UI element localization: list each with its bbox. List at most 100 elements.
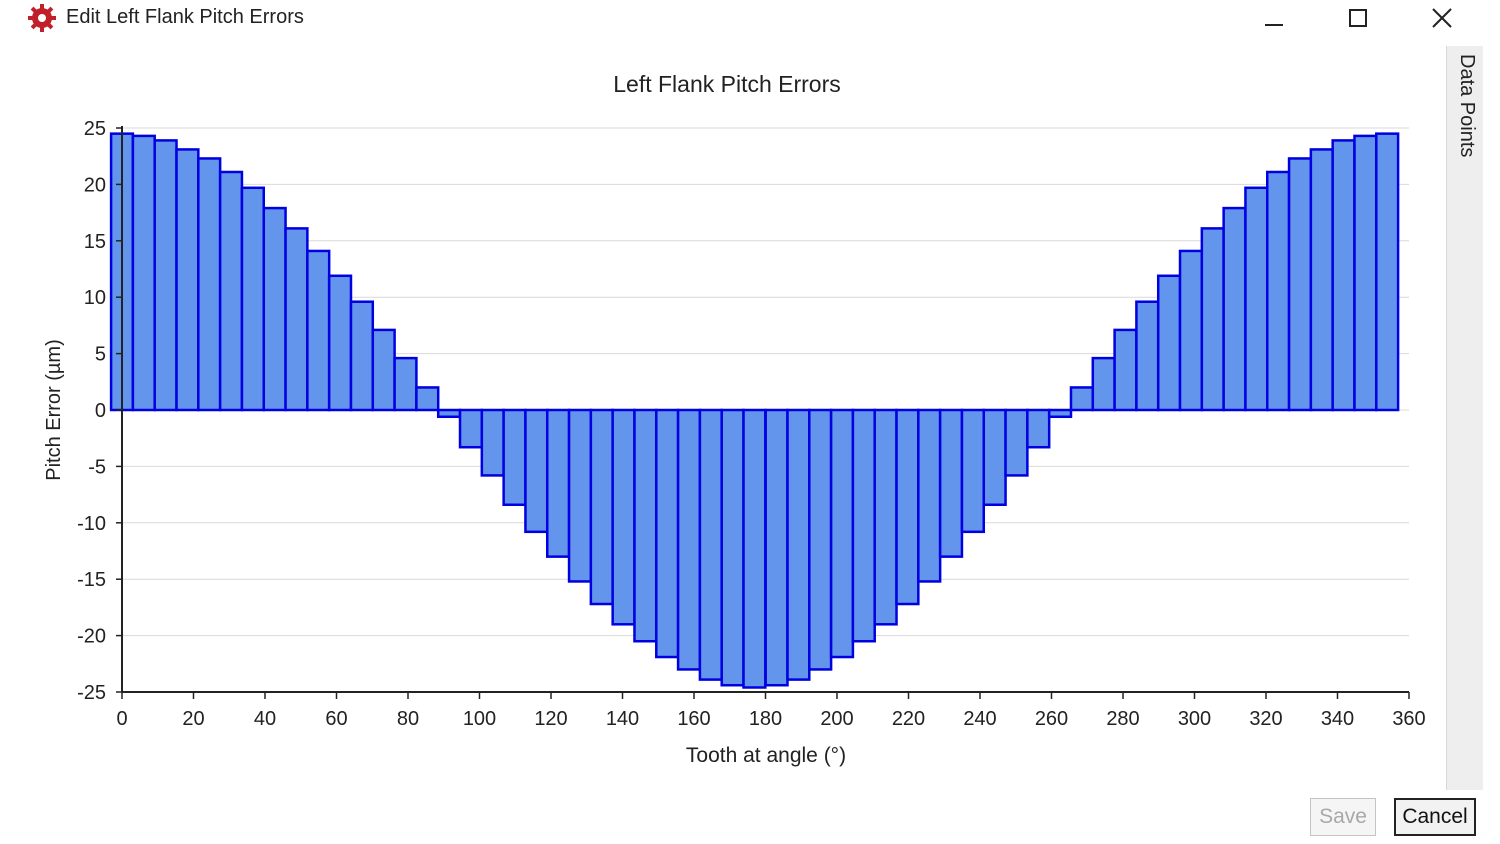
- bar: [415, 386, 440, 412]
- bar: [371, 328, 396, 412]
- axes: 25 20 15 10 5 0 -5 -10 -15 -20 -25 0 20 40 60 80 100 120 1…: [77, 118, 1426, 730]
- bar: [938, 408, 964, 558]
- x-tick-label: 260: [1035, 708, 1068, 730]
- bar: [1266, 170, 1291, 412]
- bar: [698, 408, 723, 681]
- save-button[interactable]: Save: [1310, 798, 1376, 836]
- bar: [633, 408, 658, 643]
- y-tick-label: -25: [77, 682, 106, 704]
- y-tick-label: 0: [95, 400, 106, 422]
- title-bar: Edit Left Flank Pitch Errors: [0, 0, 1500, 38]
- y-tick-label: -10: [77, 513, 106, 535]
- x-tick-label: 40: [254, 708, 276, 730]
- window-title: Edit Left Flank Pitch Errors: [66, 6, 304, 28]
- bar: [1178, 249, 1204, 412]
- x-tick-label: 300: [1178, 708, 1211, 730]
- x-tick-label: 220: [892, 708, 925, 730]
- chart-title: Left Flank Pitch Errors: [613, 71, 841, 97]
- y-tick-label: 15: [84, 231, 106, 253]
- bar: [1222, 206, 1247, 412]
- bar: [764, 408, 789, 687]
- bar: [1375, 132, 1400, 412]
- bar: [524, 408, 549, 534]
- bar: [808, 408, 833, 671]
- bar: [1004, 408, 1029, 477]
- bar: [1287, 157, 1313, 412]
- bar: [1331, 139, 1356, 412]
- bar: [218, 170, 244, 412]
- close-button[interactable]: [1414, 0, 1470, 36]
- bar: [153, 139, 178, 412]
- bar: [742, 408, 767, 689]
- bar: [611, 408, 636, 626]
- bar: [197, 157, 222, 412]
- bar: [262, 206, 287, 412]
- x-tick-label: 200: [820, 708, 853, 730]
- bar: [458, 408, 484, 449]
- cancel-button[interactable]: Cancel: [1394, 798, 1476, 836]
- maximize-button[interactable]: [1330, 0, 1386, 36]
- x-tick-label: 100: [463, 708, 496, 730]
- bar: [982, 408, 1007, 507]
- pitch-error-chart: Left Flank Pitch Errors 25 20 15 10 5 0 -5 -10 -…: [43, 71, 1426, 767]
- maximize-icon: [1349, 9, 1367, 27]
- x-tick-label: 360: [1392, 708, 1425, 730]
- bar: [393, 356, 418, 412]
- bar: [655, 408, 680, 659]
- bar: [917, 408, 942, 583]
- bar: [284, 227, 309, 412]
- y-tick-label: -15: [77, 569, 106, 591]
- x-tick-label: 20: [182, 708, 204, 730]
- bar: [851, 408, 876, 643]
- y-tick-label: -5: [88, 456, 106, 478]
- data-points-tab-label: Data Points: [1456, 54, 1478, 158]
- bar: [1069, 386, 1095, 412]
- bar: [895, 408, 920, 606]
- bar: [436, 408, 462, 419]
- bar: [567, 408, 593, 583]
- bar: [480, 408, 505, 477]
- bar: [960, 408, 986, 534]
- bar: [589, 408, 614, 606]
- data-points-tab[interactable]: Data Points: [1446, 46, 1483, 790]
- bar: [327, 274, 353, 412]
- x-tick-label: 280: [1106, 708, 1139, 730]
- bar: [1135, 300, 1160, 412]
- x-tick-label: 140: [606, 708, 639, 730]
- close-icon: [1432, 8, 1452, 28]
- bar: [1309, 148, 1334, 412]
- bar: [829, 408, 855, 659]
- y-axis-label: Pitch Error (µm): [43, 339, 65, 481]
- bar: [1353, 134, 1378, 412]
- bar: [1026, 408, 1051, 449]
- y-tick-label: 20: [84, 174, 106, 196]
- bar: [1200, 227, 1225, 412]
- x-tick-label: 60: [325, 708, 347, 730]
- x-axis-label: Tooth at angle (°): [686, 744, 846, 767]
- bar: [786, 408, 811, 681]
- bar: [306, 249, 331, 412]
- bar: [240, 186, 265, 412]
- x-tick-label: 160: [677, 708, 710, 730]
- x-tick-label: 180: [749, 708, 782, 730]
- bar: [1113, 328, 1138, 412]
- x-tick-label: 340: [1321, 708, 1354, 730]
- bars: [109, 132, 1400, 689]
- bar: [1244, 186, 1269, 412]
- x-tick-label: 120: [534, 708, 567, 730]
- minimize-button[interactable]: [1246, 0, 1302, 36]
- bar: [1091, 356, 1116, 412]
- bar: [676, 408, 702, 671]
- y-tick-label: -20: [77, 626, 106, 648]
- y-tick-label: 10: [84, 287, 106, 309]
- chart-area: Left Flank Pitch Errors 25 20 15 10 5 0 -5 -10 -…: [0, 40, 1440, 780]
- bar: [720, 408, 745, 687]
- x-tick-label: 0: [116, 708, 127, 730]
- bar: [1156, 274, 1182, 412]
- bar: [349, 300, 375, 412]
- y-tick-label: 5: [95, 344, 106, 366]
- bar: [175, 148, 200, 412]
- bar: [131, 134, 156, 412]
- x-tick-label: 80: [397, 708, 419, 730]
- x-tick-label: 320: [1249, 708, 1282, 730]
